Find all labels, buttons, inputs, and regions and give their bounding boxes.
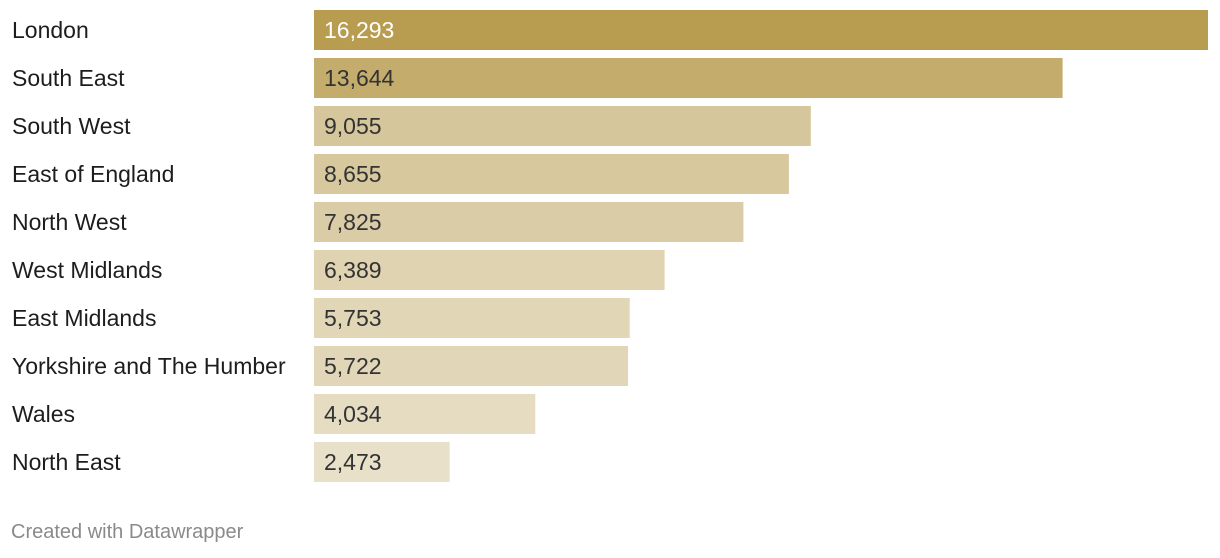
category-label-south-west: South West <box>12 113 131 139</box>
value-label-north-west: 7,825 <box>324 209 382 235</box>
bar-south-east <box>314 58 1063 98</box>
value-label-north-east: 2,473 <box>324 449 382 475</box>
value-label-yorkshire-and-the-humber: 5,722 <box>324 353 382 379</box>
bar-wales <box>314 394 536 434</box>
value-label-west-midlands: 6,389 <box>324 257 382 283</box>
bar-east-of-england <box>314 154 789 194</box>
category-label-wales: Wales <box>12 401 75 427</box>
bar-north-east <box>314 442 450 482</box>
value-label-south-west: 9,055 <box>324 113 382 139</box>
bar-west-midlands <box>314 250 665 290</box>
category-label-east-midlands: East Midlands <box>12 305 156 331</box>
bar-london <box>314 10 1208 50</box>
category-label-london: London <box>12 17 89 43</box>
category-label-north-west: North West <box>12 209 127 235</box>
bar-north-west <box>314 202 744 242</box>
bar-south-west <box>314 106 811 146</box>
category-label-yorkshire-and-the-humber: Yorkshire and The Humber <box>12 353 286 379</box>
category-label-south-east: South East <box>12 65 125 91</box>
credit-text: Created with Datawrapper <box>11 521 244 543</box>
bar-east-midlands <box>314 298 630 338</box>
category-label-west-midlands: West Midlands <box>12 257 162 283</box>
value-label-south-east: 13,644 <box>324 65 395 91</box>
value-label-wales: 4,034 <box>324 401 382 427</box>
category-label-east-of-england: East of England <box>12 161 174 187</box>
value-label-east-of-england: 8,655 <box>324 161 382 187</box>
value-label-east-midlands: 5,753 <box>324 305 382 331</box>
bar-chart: London 16,293 South East 13,644 South West 9,… <box>12 10 1208 482</box>
bar-yorkshire-and-the-humber <box>314 346 628 386</box>
category-label-north-east: North East <box>12 449 121 475</box>
value-label-london: 16,293 <box>324 17 394 43</box>
